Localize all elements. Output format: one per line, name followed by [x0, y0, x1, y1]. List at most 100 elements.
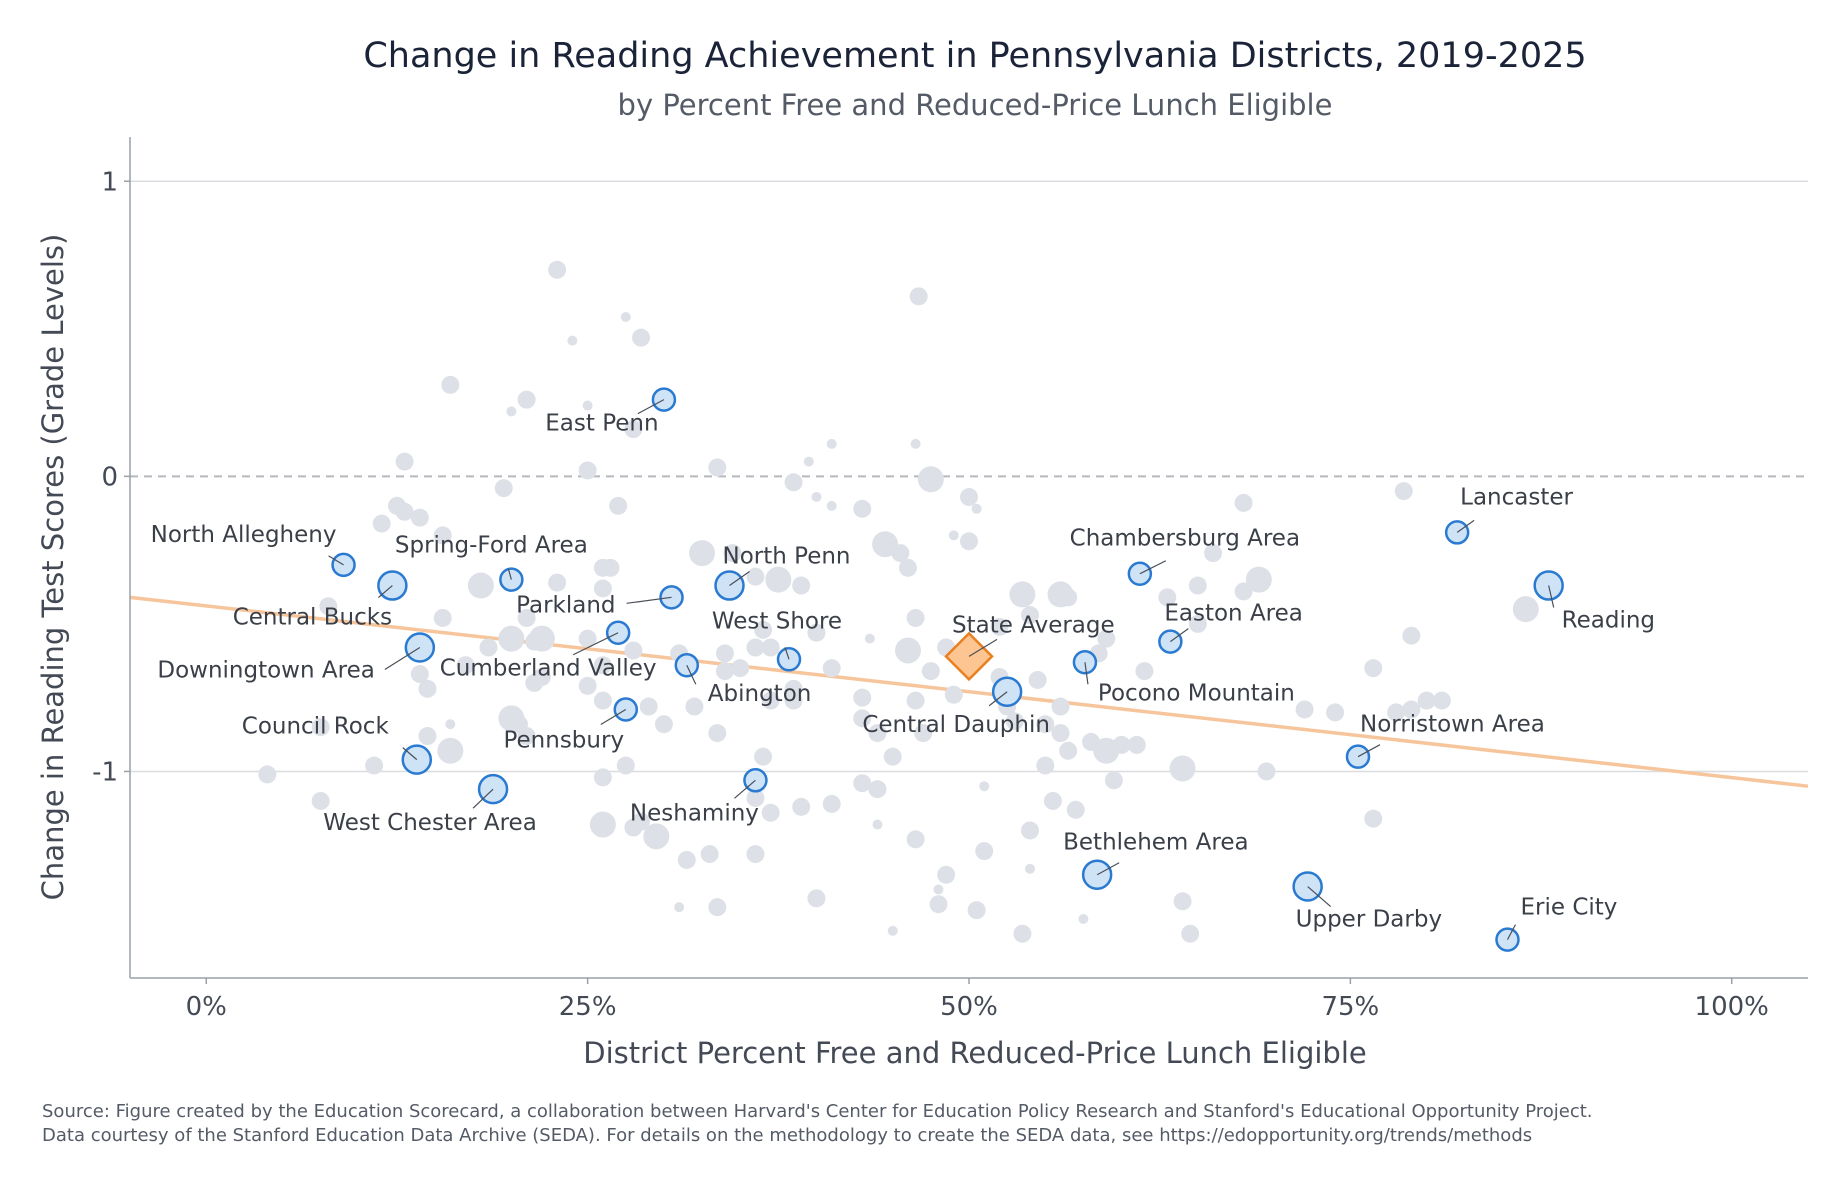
district-point [933, 884, 944, 895]
district-label-upper-darby: Upper Darby [1296, 907, 1442, 933]
district-point [1036, 756, 1055, 775]
district-point [979, 781, 990, 792]
district-point [528, 625, 555, 652]
x-tick-label: 75% [1321, 992, 1379, 1022]
district-point [765, 566, 792, 593]
district-point [567, 335, 578, 346]
district-point [578, 629, 597, 648]
district-point [1078, 913, 1089, 924]
district-point [1021, 606, 1040, 625]
district-point [822, 794, 841, 813]
chart-title: Change in Reading Achievement in Pennsyl… [363, 36, 1586, 76]
district-point [1512, 596, 1539, 623]
leader-line-bethlehem-area [1096, 862, 1120, 876]
leader-line-cumberland-valley [572, 632, 619, 656]
district-point [395, 452, 414, 471]
leader-line-north-allegheny [328, 555, 344, 566]
district-point [975, 842, 994, 861]
district-point [822, 659, 841, 678]
leader-line-central-bucks [377, 585, 393, 598]
district-point [372, 514, 391, 533]
district-point [494, 479, 513, 498]
district-point [723, 544, 742, 563]
district-point [792, 797, 811, 816]
district-point [1204, 544, 1223, 563]
district-label-neshaminy: Neshaminy [630, 800, 759, 826]
district-label-central-bucks: Central Bucks [233, 605, 392, 631]
district-label-pocono-mountain: Pocono Mountain [1098, 680, 1295, 706]
district-point [784, 473, 803, 492]
district-point [456, 656, 475, 675]
district-point [1097, 629, 1116, 648]
district-label-bethlehem-area: Bethlehem Area [1063, 830, 1248, 856]
district-label-pennsbury: Pennsbury [503, 727, 624, 753]
district-label-downingtown-area: Downingtown Area [157, 658, 374, 684]
district-point [868, 780, 887, 799]
district-point [990, 617, 1009, 636]
district-point [1059, 588, 1078, 607]
district-point [643, 823, 670, 850]
district-point [1234, 582, 1253, 601]
district-point [365, 756, 384, 775]
district-point [1135, 662, 1154, 681]
district-point [1295, 700, 1314, 719]
district-point [914, 724, 933, 743]
district-point [864, 633, 875, 644]
leader-line-state-average [968, 638, 998, 657]
district-label-east-penn: East Penn [545, 411, 658, 437]
gridlines [130, 180, 1808, 773]
district-point [708, 724, 727, 743]
district-point [853, 499, 872, 518]
district-point [467, 572, 494, 599]
district-point [578, 676, 597, 695]
leader-line-pennsbury [600, 708, 627, 725]
district-point [1188, 614, 1207, 633]
district-point [1021, 821, 1040, 840]
district-point [746, 638, 765, 657]
district-point [609, 496, 628, 515]
leader-line-chambersburg-area [1139, 560, 1167, 575]
district-point [632, 812, 651, 831]
district-point [1025, 863, 1036, 874]
district-point [807, 623, 826, 642]
district-label-cumberland-valley: Cumberland Valley [440, 656, 657, 682]
leader-line-east-penn [637, 399, 665, 415]
district-point [826, 438, 837, 449]
district-point [761, 803, 780, 822]
district-point [921, 662, 940, 681]
district-point [708, 898, 727, 917]
leader-line-downingtown-area [384, 646, 421, 671]
district-point [872, 819, 883, 830]
leader-line-reading [1548, 585, 1555, 608]
district-point [937, 865, 956, 884]
district-point [578, 461, 597, 480]
x-tick-label: 25% [559, 992, 617, 1022]
district-point [1245, 566, 1272, 593]
district-point [761, 638, 780, 657]
leader-line-central-dauphin [988, 691, 1008, 707]
district-label-west-shore: West Shore [712, 608, 842, 634]
district-point [910, 438, 921, 449]
district-point [548, 573, 567, 592]
district-point [906, 830, 925, 849]
district-point [1387, 703, 1406, 722]
district-point [909, 287, 928, 306]
district-point [929, 895, 948, 914]
district-point [639, 697, 658, 716]
district-labels: East Penn North Allegheny Spring-Ford Area… [151, 399, 1655, 940]
district-point [593, 656, 612, 675]
district-point [620, 312, 631, 323]
district-point [445, 719, 456, 730]
district-point [1009, 581, 1036, 608]
district-point [437, 737, 464, 764]
district-point [1257, 762, 1276, 781]
district-point [395, 502, 414, 521]
district-point [960, 488, 978, 507]
district-point [883, 747, 902, 766]
leader-line-west-chester-area [472, 788, 494, 809]
leader-line-easton-area [1170, 628, 1189, 643]
district-point [593, 579, 612, 598]
district-point [746, 567, 765, 586]
